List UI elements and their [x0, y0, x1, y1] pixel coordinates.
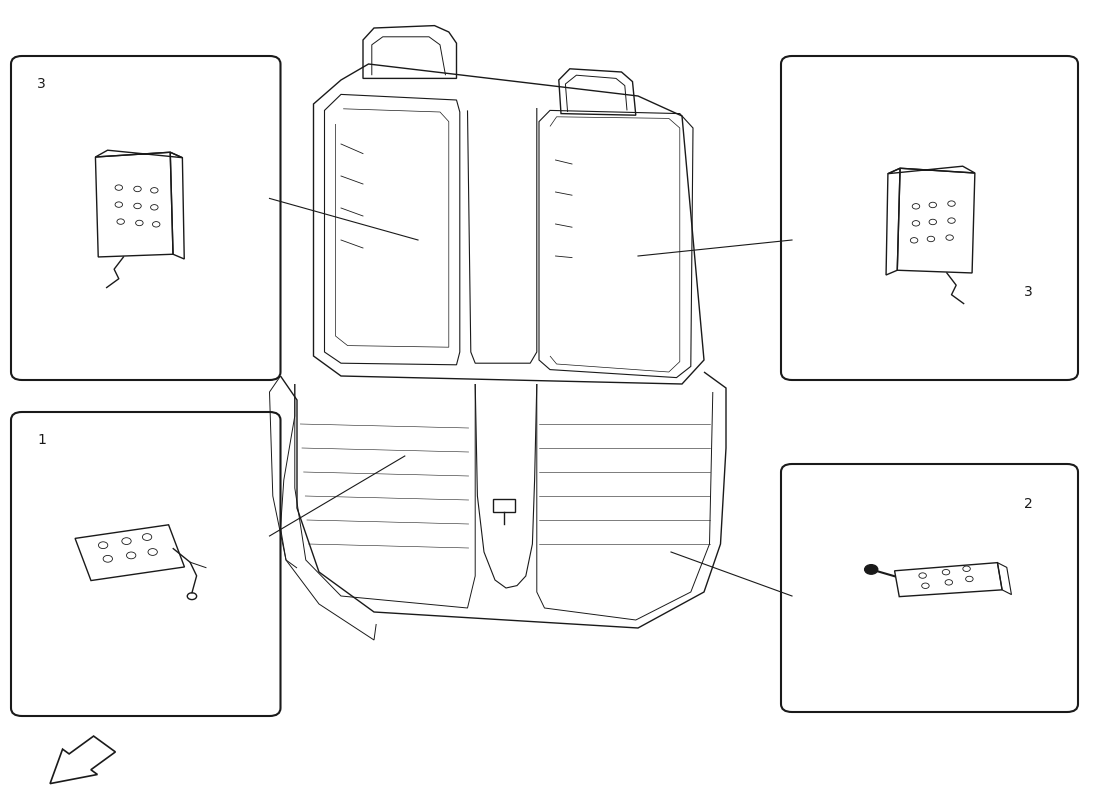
Circle shape: [865, 565, 878, 574]
Text: 2: 2: [1024, 497, 1033, 511]
Text: 3: 3: [37, 77, 46, 91]
Text: 3: 3: [1024, 285, 1033, 299]
FancyBboxPatch shape: [11, 56, 280, 380]
FancyBboxPatch shape: [781, 56, 1078, 380]
Text: 1: 1: [37, 433, 46, 447]
FancyBboxPatch shape: [781, 464, 1078, 712]
FancyBboxPatch shape: [11, 412, 280, 716]
